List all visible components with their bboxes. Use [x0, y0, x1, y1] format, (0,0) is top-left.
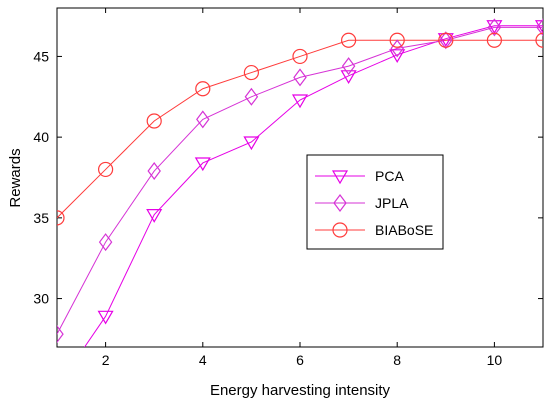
x-tick-label: 10 [487, 352, 503, 368]
data-point-pca [534, 20, 543, 34]
series-line-biabose [57, 39, 543, 219]
data-point-jpla [487, 18, 502, 37]
legend-box [306, 154, 444, 250]
data-point-biabose [146, 113, 162, 129]
plot-area [56, 7, 544, 348]
data-point-jpla [98, 233, 113, 252]
data-point-jpla [57, 325, 64, 344]
x-axis-label: Energy harvesting intensity [210, 382, 391, 399]
data-point-biabose [97, 161, 114, 178]
series-line-pca [84, 25, 543, 347]
data-point-pca [50, 382, 64, 394]
data-point-pca [291, 94, 309, 109]
data-point-biabose [341, 32, 357, 48]
data-point-pca [486, 20, 503, 34]
series-line-jpla [57, 26, 543, 335]
data-point-biabose [389, 32, 405, 48]
y-axis-label: Rewards [7, 148, 24, 207]
x-tick-label: 6 [296, 352, 304, 368]
data-point-biabose [438, 32, 454, 48]
data-point-jpla [196, 110, 210, 129]
legend-label: PCA [375, 168, 404, 184]
data-point-jpla [439, 31, 453, 50]
y-tick-label: 45 [33, 48, 49, 64]
x-tick-label: 4 [199, 352, 207, 368]
data-point-jpla [147, 162, 161, 181]
y-tick-label: 35 [33, 210, 49, 226]
legend-marker [331, 170, 349, 185]
data-point-pca [243, 136, 260, 151]
legend-entry-jpla: JPLA [315, 194, 409, 212]
data-point-biabose [195, 81, 211, 97]
legend-entry-biabose: BIABoSE [315, 222, 433, 238]
data-point-biabose [292, 48, 308, 65]
data-point-jpla [244, 87, 259, 106]
data-point-pca [340, 70, 357, 84]
y-tick-label: 40 [33, 129, 49, 145]
data-point-pca [97, 310, 114, 325]
legend-entry-pca: PCA [315, 168, 404, 185]
data-point-jpla [536, 18, 543, 37]
data-point-biabose [535, 32, 543, 48]
legend-label: JPLA [375, 195, 409, 211]
legend-label: BIABoSE [375, 222, 433, 238]
data-point-pca [389, 49, 406, 64]
x-tick-label: 2 [102, 352, 110, 368]
data-point-biabose [57, 210, 65, 226]
y-tick-label: 30 [33, 291, 49, 307]
data-point-jpla [293, 68, 307, 87]
data-point-pca [146, 209, 163, 223]
data-point-biabose [486, 32, 502, 48]
data-point-biabose [243, 64, 259, 81]
legend: PCA JPLA BIABoSE [306, 154, 444, 250]
x-tick-label: 8 [393, 352, 401, 368]
data-point-jpla [341, 57, 356, 76]
legend-marker [333, 194, 347, 212]
data-point-pca [194, 157, 211, 172]
legend-marker [332, 222, 348, 238]
